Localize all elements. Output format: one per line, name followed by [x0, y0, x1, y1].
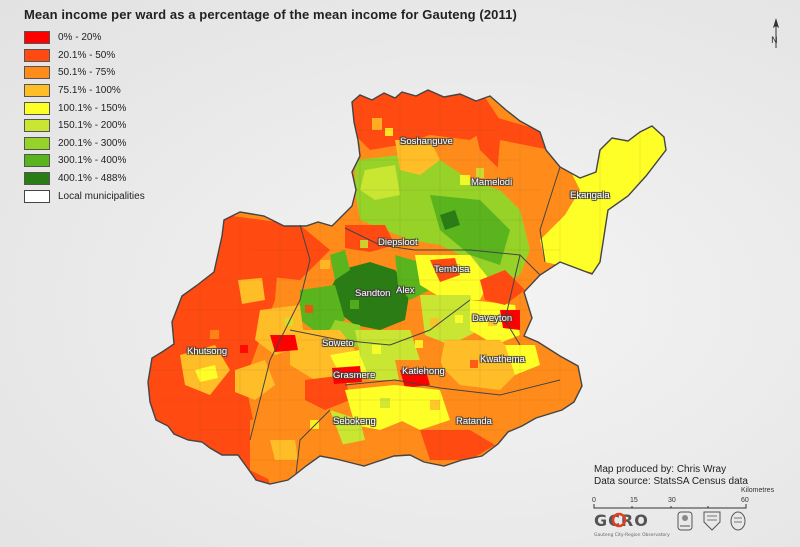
town-label-soweto: Soweto	[322, 338, 354, 349]
legend-label: 300.1% - 400%	[58, 155, 127, 167]
legend-swatch	[24, 48, 50, 62]
north-arrow-icon: N	[771, 18, 779, 48]
town-label-soshanguve: Soshanguve	[400, 136, 453, 147]
legend-swatch	[24, 101, 50, 115]
legend-label: 150.1% - 200%	[58, 120, 127, 132]
gcro-subtitle: Gauteng City-Region Observatory	[594, 532, 670, 538]
legend-label: Local municipalities	[58, 190, 145, 202]
town-label-sandton: Sandton	[355, 288, 391, 299]
scale-tick-15: 15	[630, 497, 638, 504]
legend-item: 200.1% - 300%	[24, 135, 145, 153]
university-crest-icon	[703, 511, 721, 531]
legend-swatch	[24, 66, 50, 80]
scale-unit: Kilometres	[741, 487, 775, 494]
credit-data-source: Data source: StatsSA Census data	[594, 476, 748, 487]
legend-swatch	[24, 154, 50, 168]
legend-swatch	[24, 172, 50, 186]
town-label-grasmere: Grasmere	[333, 370, 376, 381]
legend-item: 20.1% - 50%	[24, 47, 145, 65]
town-label-ratanda: Ratanda	[456, 416, 492, 427]
legend-item: 400.1% - 488%	[24, 170, 145, 188]
legend-label: 75.1% - 100%	[58, 85, 121, 97]
town-label-tembisa: Tembisa	[434, 264, 470, 275]
legend: 0% - 20% 20.1% - 50% 50.1% - 75% 75.1% -…	[24, 29, 145, 205]
legend-label: 400.1% - 488%	[58, 173, 127, 185]
legend-label: 200.1% - 300%	[58, 137, 127, 149]
town-label-khutsong: Khutsong	[187, 346, 228, 357]
legend-item: Local municipalities	[24, 187, 145, 205]
legend-label: 0% - 20%	[58, 32, 102, 44]
legend-swatch	[24, 84, 50, 98]
legend-item: 50.1% - 75%	[24, 64, 145, 82]
town-label-daveyton: Daveyton	[472, 313, 513, 324]
town-label-ekangala: Ekangala	[570, 190, 610, 201]
legend-item: 75.1% - 100%	[24, 82, 145, 100]
logo-strip: GCRO Gauteng City-Region Observatory	[594, 511, 746, 538]
town-label-kwathema: Kwathema	[480, 354, 525, 365]
town-label-sebokeng: Sebokeng	[333, 416, 376, 427]
map-title: Mean income per ward as a percentage of …	[24, 7, 517, 22]
gcro-logo: GCRO	[594, 511, 649, 530]
legend-item: 100.1% - 150%	[24, 99, 145, 117]
credits: Map produced by: Chris Wray Data source:…	[594, 464, 748, 488]
legend-label: 20.1% - 50%	[58, 49, 116, 61]
legend-swatch	[24, 31, 50, 45]
credit-produced-by: Map produced by: Chris Wray	[594, 464, 727, 475]
scale-tick-0: 0	[592, 497, 596, 504]
legend-label: 100.1% - 150%	[58, 102, 127, 114]
legend-item: 150.1% - 200%	[24, 117, 145, 135]
town-label-katlehong: Katlehong	[402, 366, 445, 377]
town-label-diepsloot: Diepsloot	[378, 237, 418, 248]
legend-label: 50.1% - 75%	[58, 67, 116, 79]
legend-item: 0% - 20%	[24, 29, 145, 47]
gauteng-coat-of-arms-icon	[677, 511, 693, 531]
legend-swatch	[24, 136, 50, 150]
legend-swatch	[24, 119, 50, 133]
uj-crest-icon	[730, 511, 746, 531]
town-label-alex: Alex	[396, 285, 415, 296]
scale-tick-60: 60	[741, 497, 749, 504]
legend-item: 300.1% - 400%	[24, 152, 145, 170]
legend-swatch	[24, 189, 50, 203]
scale-tick-30: 30	[668, 497, 676, 504]
town-label-mamelodi: Mamelodi	[471, 177, 513, 188]
scale-bar: Kilometres 0 15 30 60	[592, 487, 775, 509]
north-label: N	[771, 36, 778, 46]
